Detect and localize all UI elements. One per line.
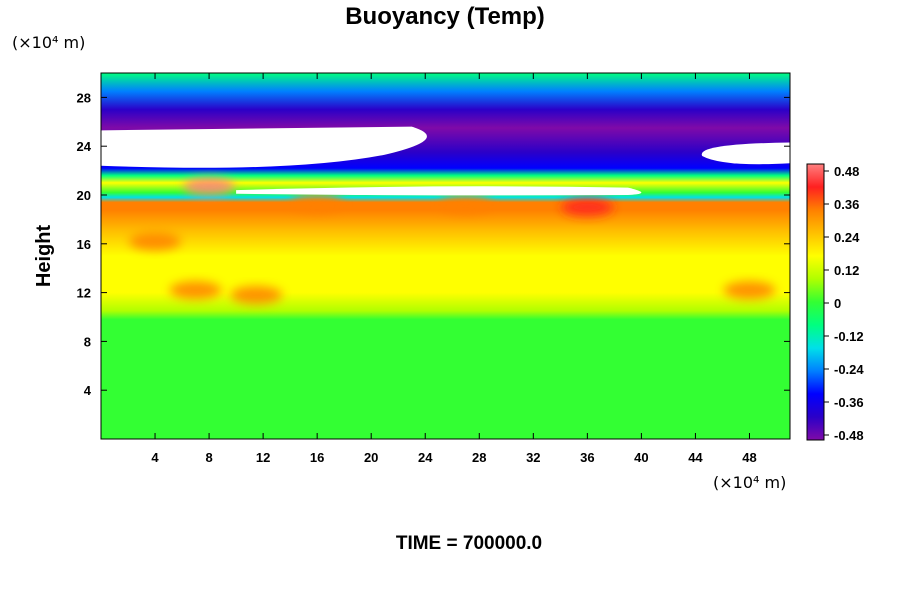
colorbar-tick-label-6: -0.24 [834,362,864,377]
x-tick-label-2: 12 [256,450,270,465]
colorbar-tick-label-5: -0.12 [834,329,864,344]
y-tick-label-3: 16 [77,237,91,252]
colorbar-tick-label-3: 0.12 [834,263,859,278]
heatmap-plot-area [101,73,790,439]
colorbar: 0.48 0.36 0.24 0.12 0 -0.12 -0.24 -0.36 -0.48 [806,163,864,443]
time-label: TIME = 700000.0 [396,533,542,554]
plot-frame [100,72,791,440]
colorbar-tick-label-4: 0 [834,296,841,311]
masked-regions-layer [101,126,790,196]
y-tick-label-0: 4 [84,383,92,398]
chart-title: Buoyancy (Temp) [345,3,545,30]
y-tick-label-2: 12 [77,286,91,301]
x-tick-label-7: 32 [526,450,540,465]
masked-region-right [701,142,790,165]
x-axis-unit-label: (×10⁴ m) [713,473,786,492]
x-tick-label-10: 44 [688,450,703,465]
x-axis-ticks: 4 8 12 16 20 24 28 32 36 40 44 48 [151,73,757,465]
x-tick-label-9: 40 [634,450,648,465]
hot-spot-6 [291,194,344,213]
hot-spots-layer [129,177,776,305]
hot-spot-3 [723,281,776,300]
x-tick-label-3: 16 [310,450,324,465]
y-axis-ticks: 4 8 12 16 20 24 28 [77,90,790,398]
x-tick-label-8: 36 [580,450,594,465]
x-tick-label-11: 48 [742,450,756,465]
colorbar-tick-label-1: 0.36 [834,197,859,212]
y-tick-label-1: 8 [84,334,91,349]
hot-spot-0 [169,281,222,300]
hot-spot-7 [183,177,236,196]
masked-region-left [101,126,427,168]
hot-spot-2 [129,232,182,251]
x-tick-label-1: 8 [205,450,212,465]
x-tick-label-5: 24 [418,450,433,465]
colorbar-ramp [806,163,825,441]
hot-spot-1 [230,286,283,305]
x-tick-label-4: 20 [364,450,378,465]
buoyancy-field [101,73,790,439]
y-tick-label-5: 24 [77,139,92,154]
y-tick-label-4: 20 [77,188,91,203]
x-tick-label-0: 4 [151,450,159,465]
x-tick-label-6: 28 [472,450,486,465]
colorbar-tick-label-0: 0.48 [834,164,859,179]
hot-spot-4 [561,198,614,217]
y-tick-label-6: 28 [77,90,91,105]
y-axis-label: Height [33,225,55,288]
masked-region-band [236,186,642,196]
hot-spot-5 [439,195,492,214]
y-axis-unit-label: (×10⁴ m) [12,33,85,52]
colorbar-tick-label-2: 0.24 [834,230,860,245]
colorbar-tick-label-7: -0.36 [834,395,864,410]
colorbar-tick-label-8: -0.48 [834,428,864,443]
